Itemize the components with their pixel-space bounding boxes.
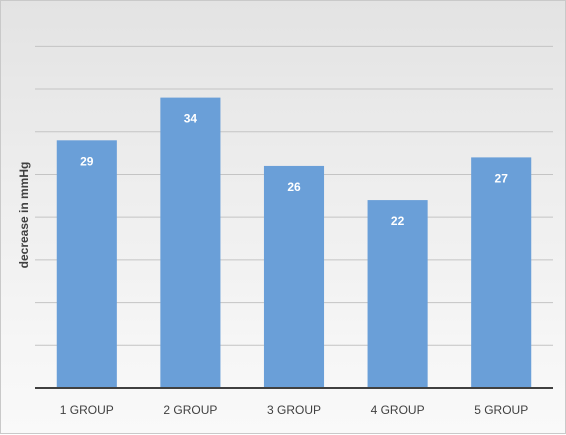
x-tick-label-5: 5 GROUP (474, 403, 528, 417)
data-label-5: 27 (495, 171, 509, 185)
data-label-3: 26 (287, 180, 301, 194)
bar-3 (263, 165, 325, 388)
x-tick-label-4: 4 GROUP (371, 403, 425, 417)
x-tick-label-2: 2 GROUP (163, 403, 217, 417)
bar-4 (367, 200, 428, 388)
bar-5 (471, 157, 532, 388)
bar-2 (160, 97, 221, 388)
bar-1 (56, 140, 117, 388)
data-label-1: 29 (80, 154, 94, 168)
data-label-2: 34 (184, 112, 198, 126)
x-tick-label-1: 1 GROUP (60, 403, 114, 417)
x-tick-label-3: 3 GROUP (267, 403, 321, 417)
data-label-4: 22 (391, 214, 405, 228)
